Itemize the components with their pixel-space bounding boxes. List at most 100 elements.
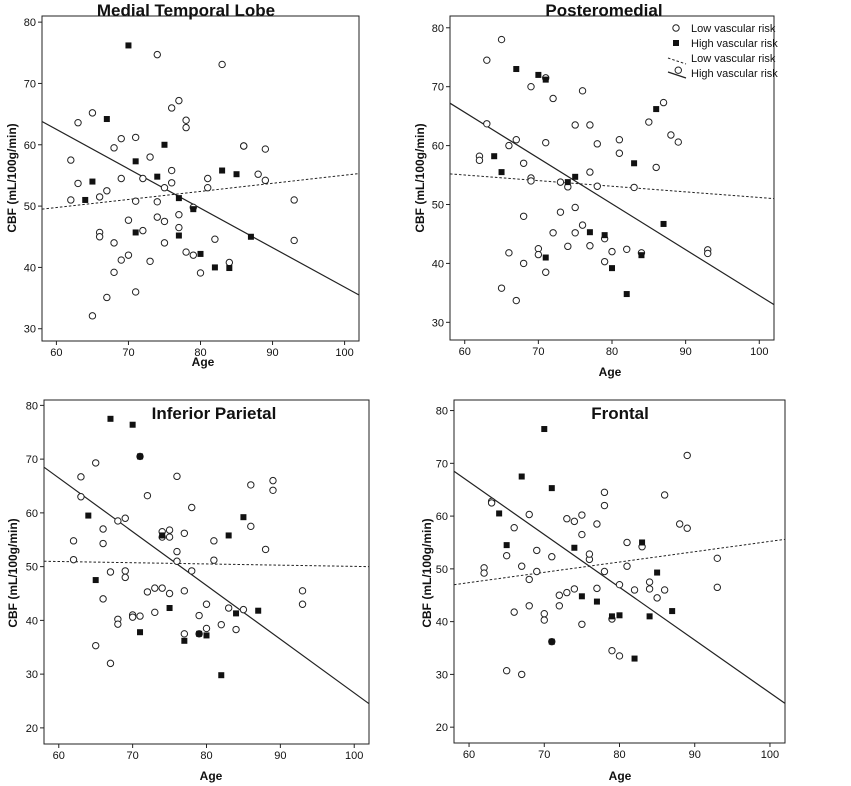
y-axis-title: CBF (mL/100g/min): [5, 123, 19, 232]
data-point-high-risk: [129, 421, 136, 428]
y-tick-label: 30: [24, 324, 36, 336]
data-point-low-risk: [173, 547, 181, 556]
data-point-low-risk: [136, 612, 144, 620]
data-point-low-risk: [254, 170, 262, 178]
x-tick-label: 90: [274, 750, 286, 762]
y-tick-label: 80: [26, 400, 38, 412]
data-point-low-risk: [180, 630, 189, 638]
data-point-low-risk: [167, 166, 176, 175]
y-tick-label: 60: [24, 140, 36, 152]
data-point-low-risk: [645, 585, 654, 593]
data-point-low-risk: [505, 141, 513, 150]
data-point-low-risk: [180, 529, 189, 537]
x-tick-label: 100: [345, 750, 363, 762]
data-point-low-risk: [630, 586, 639, 594]
data-point-low-risk: [114, 620, 122, 628]
data-point-low-risk: [290, 236, 298, 245]
data-point-low-risk: [239, 605, 248, 614]
plot-area: [43, 399, 370, 745]
data-point-low-risk: [533, 546, 541, 555]
data-point-low-risk: [146, 257, 154, 265]
x-axis-title: Age: [192, 355, 215, 369]
data-point-low-risk: [210, 556, 218, 564]
data-point-low-risk: [188, 503, 196, 512]
x-axis-title: Age: [200, 769, 223, 783]
data-point-high-risk: [631, 160, 638, 167]
data-point-high-risk: [159, 532, 166, 539]
data-point-low-risk: [652, 163, 660, 172]
data-point-low-risk: [630, 183, 638, 192]
x-tick-label: 80: [613, 749, 625, 761]
data-point-high-risk: [82, 196, 89, 203]
y-tick-label: 20: [26, 723, 38, 735]
data-point-high-risk: [541, 426, 548, 433]
data-point-low-risk: [713, 554, 721, 563]
data-point-high-risk: [639, 539, 646, 546]
data-point-low-risk: [121, 514, 129, 522]
x-tick-label: 60: [53, 750, 65, 762]
data-point-low-risk: [527, 177, 535, 185]
data-point-low-risk: [563, 588, 571, 597]
data-point-low-risk: [578, 221, 587, 229]
y-axis-title: CBF (mL/100g/min): [413, 123, 427, 232]
data-point-high-risk: [132, 229, 139, 236]
data-point-high-risk: [513, 66, 520, 73]
data-point-low-risk: [510, 524, 518, 532]
data-point-low-risk: [121, 573, 129, 582]
data-point-high-risk: [601, 232, 608, 239]
data-point-low-risk: [593, 140, 601, 148]
panel-medial-temporal-lobe: Medial Temporal Lobe Age CBF (mL/100g/mi…: [5, 1, 360, 369]
fit-line-low-risk-dashed: [453, 538, 786, 586]
data-point-low-risk: [88, 109, 97, 117]
data-point-low-risk: [182, 248, 190, 256]
data-point-low-risk: [106, 568, 115, 576]
data-point-low-risk: [645, 118, 653, 126]
panel-posteromedial: Posteromedial Age CBF (mL/100g/min) 60 70…: [413, 1, 778, 379]
fit-line-low-risk-dashed: [449, 173, 775, 200]
data-point-low-risk: [153, 50, 161, 59]
data-point-low-risk: [540, 616, 548, 624]
legend-symbol-low-risk-circle: [672, 24, 680, 32]
data-point-low-risk: [131, 288, 140, 296]
x-tick-label: 100: [335, 347, 353, 359]
data-point-low-risk: [298, 600, 307, 608]
fit-line-low-risk-dashed: [43, 560, 370, 568]
data-point-low-risk: [117, 174, 125, 183]
data-point-high-risk: [572, 173, 579, 180]
panel-title: Frontal: [591, 404, 649, 423]
data-point-low-risk: [92, 641, 100, 650]
data-point-low-risk: [683, 451, 691, 460]
data-point-high-risk: [616, 612, 623, 619]
plot-area: [453, 399, 786, 744]
data-point-low-risk: [571, 121, 579, 129]
data-point-high-risk: [89, 178, 96, 185]
data-point-high-risk: [166, 605, 173, 612]
data-point-high-risk: [564, 179, 571, 186]
data-point-low-risk: [99, 595, 107, 603]
panel-title: Inferior Parietal: [152, 404, 277, 423]
data-point-low-risk: [165, 533, 174, 541]
data-point-low-risk: [92, 459, 100, 467]
data-point-low-risk: [608, 247, 616, 256]
data-point-low-risk: [578, 530, 586, 539]
data-point-low-risk: [103, 187, 111, 195]
data-point-low-risk: [151, 584, 159, 592]
data-point-low-risk: [240, 142, 248, 150]
data-point-low-risk: [555, 602, 564, 610]
data-point-low-risk: [95, 233, 104, 241]
data-point-high-risk: [518, 473, 525, 480]
data-point-low-risk: [110, 268, 118, 277]
data-point-low-risk: [139, 174, 147, 183]
data-point-low-risk: [211, 235, 219, 243]
data-point-low-risk: [615, 136, 624, 144]
data-point-high-risk: [233, 171, 240, 178]
legend-label: Low vascular risk: [691, 53, 776, 65]
y-tick-label: 80: [432, 23, 444, 35]
data-point-low-risk: [188, 567, 196, 575]
data-point-low-risk: [160, 217, 169, 226]
data-point-low-risk: [600, 488, 609, 497]
x-tick-label: 80: [194, 347, 206, 359]
data-point-low-risk: [593, 520, 601, 528]
data-point-high-risk: [542, 254, 549, 261]
y-tick-label: 30: [432, 317, 444, 329]
